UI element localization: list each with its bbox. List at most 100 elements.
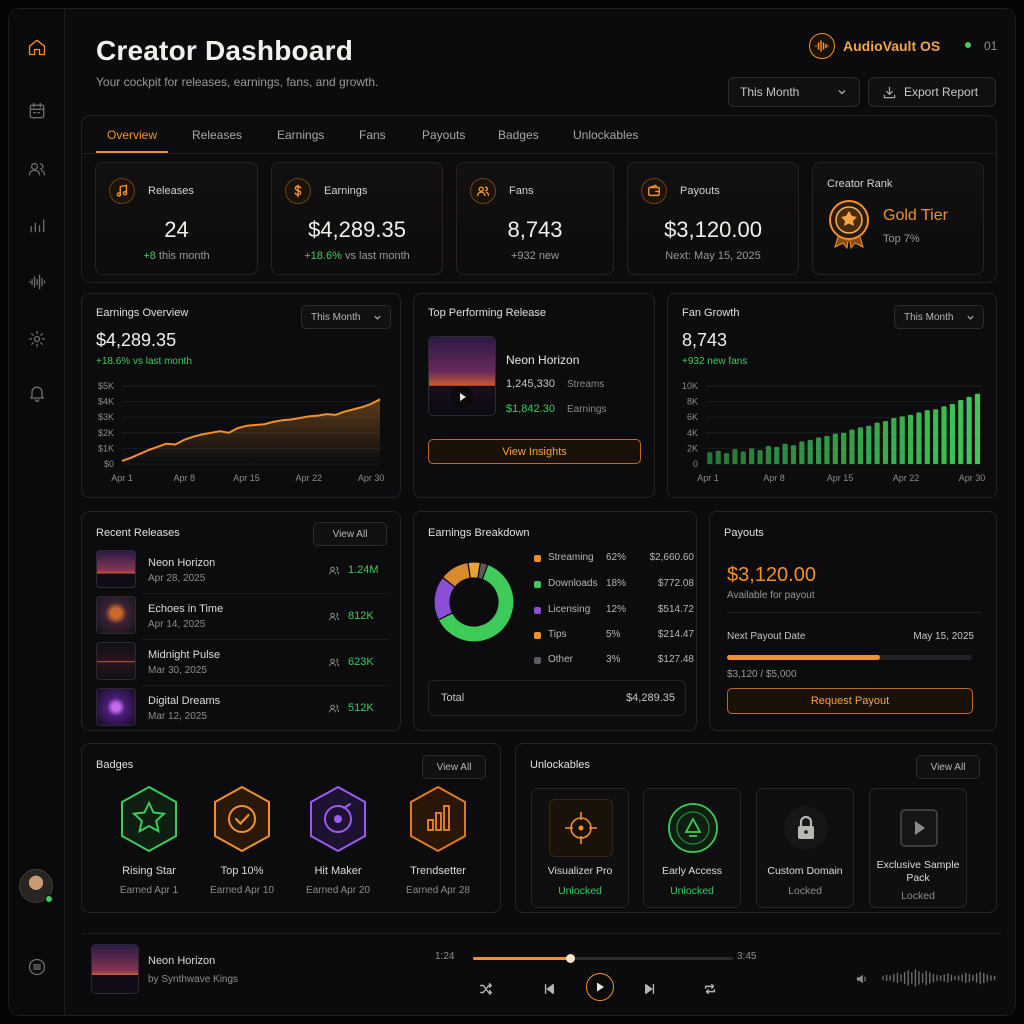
fan-bar — [774, 446, 780, 464]
seek-handle[interactable] — [565, 954, 575, 963]
status-dot — [965, 42, 971, 48]
music-player: Neon Horizon by Synthwave Kings 1:24 3:4… — [81, 933, 1001, 1007]
play-icon[interactable] — [451, 386, 473, 408]
legend-swatch — [534, 607, 541, 614]
fan-bar — [924, 410, 930, 464]
y-tick-label: $3K — [98, 412, 114, 422]
repeat-icon[interactable] — [699, 978, 721, 1000]
gear-icon[interactable] — [25, 327, 49, 351]
stat-card-creator-rank[interactable]: Creator Rank Gold Tier Top 7% — [812, 162, 984, 275]
earnings-period-dropdown[interactable]: This Month — [301, 305, 391, 329]
badge-name: Hit Maker — [314, 865, 362, 877]
shuffle-icon[interactable] — [475, 978, 497, 1000]
release-thumbnail — [96, 642, 136, 680]
payouts-card: Payouts $3,120.00 Available for payout N… — [709, 511, 997, 731]
earnings-area — [122, 399, 380, 464]
x-tick-label: Apr 22 — [296, 473, 323, 483]
recent-releases-view-all[interactable]: View All — [313, 522, 387, 546]
view-insights-button[interactable]: View Insights — [428, 439, 641, 464]
legend-item: Downloads 18% $772.08 — [534, 578, 694, 592]
list-item[interactable]: Midnight Pulse Mar 30, 2025 623K — [94, 640, 388, 682]
unlockable-visualizer-pro[interactable]: Visualizer Pro Unlocked — [531, 788, 629, 908]
tab-releases[interactable]: Releases — [192, 128, 243, 142]
fan-period-dropdown[interactable]: This Month — [894, 305, 984, 329]
users-icon[interactable] — [25, 157, 49, 181]
tab-overview[interactable]: Overview — [107, 128, 158, 142]
brand-name: AudioVault OS — [843, 38, 941, 54]
request-payout-button[interactable]: Request Payout — [727, 688, 973, 714]
now-playing-artist: by Synthwave Kings — [148, 974, 239, 985]
export-report-button[interactable]: Export Report — [868, 77, 996, 107]
fan-bar — [933, 409, 939, 464]
legend-name: Licensing — [548, 604, 591, 615]
tab-earnings[interactable]: Earnings — [277, 128, 325, 142]
users-icon — [329, 612, 340, 620]
stat-card-releases[interactable]: Releases 24 +8 this month — [95, 162, 258, 275]
card-title: Unlockables — [530, 759, 590, 771]
badge-name: Trendsetter — [410, 865, 466, 877]
earnings-label: Earnings — [567, 404, 607, 415]
volume-icon[interactable] — [855, 972, 869, 990]
earnings-total: $4,289.35 — [96, 330, 177, 350]
donut-slice — [437, 563, 515, 643]
badge-earned: Earned Apr 1 — [119, 885, 179, 896]
release-name: Digital Dreams — [148, 695, 221, 707]
tab-fans[interactable]: Fans — [359, 128, 386, 142]
fan-bar — [949, 403, 955, 464]
list-item[interactable]: Digital Dreams Mar 12, 2025 512K — [94, 686, 388, 728]
stat-card-payouts[interactable]: Payouts $3,120.00 Next: May 15, 2025 — [627, 162, 799, 275]
release-streams: 1,245,330 — [506, 378, 555, 390]
streams-label: Streams — [567, 379, 605, 390]
unlockable-sample-pack[interactable]: Exclusive Sample Pack Locked — [869, 788, 967, 908]
x-tick-label: Apr 30 — [358, 473, 385, 483]
home-icon[interactable] — [25, 35, 49, 59]
payout-available-label: Available for payout — [727, 590, 815, 601]
play-pause-button[interactable] — [586, 973, 614, 1001]
dropdown-label: This Month — [311, 311, 361, 323]
stat-card-fans[interactable]: Fans 8,743 +932 new — [456, 162, 614, 275]
badge-rising-star[interactable]: Rising Star Earned Apr 1 — [109, 784, 189, 896]
list-item[interactable]: Neon Horizon Apr 28, 2025 1.24M — [94, 548, 388, 590]
tab-unlockables[interactable]: Unlockables — [573, 128, 639, 142]
tab-badges[interactable]: Badges — [498, 128, 539, 142]
legend-percent: 18% — [606, 578, 627, 589]
x-tick-label: Apr 8 — [763, 473, 785, 483]
badges-view-all[interactable]: View All — [422, 755, 486, 779]
next-icon[interactable] — [639, 978, 661, 1000]
stat-value: 8,743 — [507, 217, 563, 242]
menu-icon[interactable] — [25, 955, 49, 979]
period-dropdown[interactable]: This Month — [728, 77, 860, 107]
total-label: Total — [441, 692, 465, 704]
unlockables-view-all[interactable]: View All — [916, 755, 980, 779]
stat-sub-text: vs last month — [344, 250, 410, 262]
seek-bar[interactable] — [473, 954, 733, 963]
fan-bar — [749, 448, 755, 464]
waveform-icon[interactable] — [25, 270, 49, 294]
users-icon — [329, 704, 340, 712]
unlockable-name: Exclusive Sample Pack — [876, 859, 960, 884]
stat-value: $4,289.35 — [308, 217, 406, 242]
stat-delta: +18.6% — [304, 250, 342, 262]
x-tick-label: Apr 8 — [174, 473, 196, 483]
stat-card-earnings[interactable]: Earnings $4,289.35 +18.6% vs last month — [271, 162, 443, 275]
volume-waveform[interactable] — [881, 964, 1001, 992]
badge-hit-maker[interactable]: Hit Maker Earned Apr 20 — [298, 784, 378, 896]
unlockable-early-access[interactable]: Early Access Unlocked — [643, 788, 741, 908]
release-thumbnail — [96, 596, 136, 634]
list-item[interactable]: Echoes in Time Apr 14, 2025 812K — [94, 594, 388, 636]
fan-bar — [824, 435, 830, 464]
avatar[interactable] — [19, 869, 53, 903]
badge-trendsetter[interactable]: Trendsetter Earned Apr 28 — [398, 784, 478, 896]
previous-icon[interactable] — [538, 978, 560, 1000]
bell-icon[interactable] — [25, 381, 49, 405]
payout-progress-track — [727, 655, 972, 660]
unlockables-card: Unlockables View All Visualizer Pro Unlo… — [515, 743, 997, 913]
tab-payouts[interactable]: Payouts — [422, 128, 466, 142]
analytics-icon[interactable] — [25, 213, 49, 237]
release-date: Apr 28, 2025 — [148, 573, 206, 584]
unlockable-custom-domain[interactable]: Custom Domain Locked — [756, 788, 854, 908]
badge-top-10[interactable]: Top 10% Earned Apr 10 — [202, 784, 282, 896]
star-badge-icon — [121, 785, 177, 853]
fan-bar — [899, 416, 905, 464]
calendar-icon[interactable] — [25, 99, 49, 123]
